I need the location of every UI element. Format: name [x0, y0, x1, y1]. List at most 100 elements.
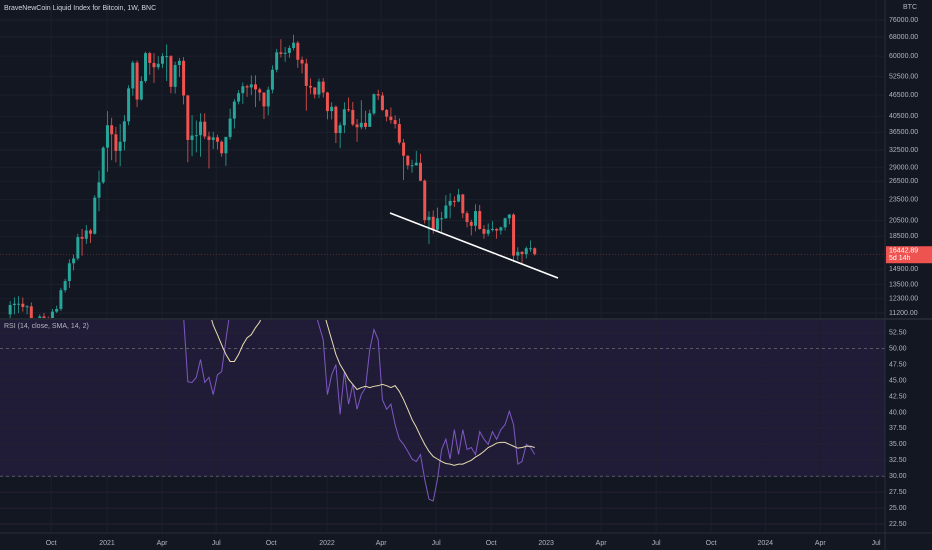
rsi-tick-label: 35.00 — [889, 441, 907, 448]
y-tick-label: 11200.00 — [889, 310, 918, 317]
candle-body — [347, 109, 351, 111]
candle-body — [135, 62, 139, 100]
candle-body — [503, 218, 507, 228]
rsi-tick-label: 37.50 — [889, 425, 907, 432]
y-tick-label: 68000.00 — [889, 34, 918, 41]
candle-body — [279, 52, 283, 54]
candle-body — [393, 120, 397, 125]
candle-body — [42, 316, 46, 318]
candle-body — [127, 88, 131, 122]
rsi-tick-label: 52.50 — [889, 330, 907, 337]
y-tick-label: 40500.00 — [889, 113, 918, 120]
candle-body — [461, 194, 465, 214]
candle-body — [330, 106, 334, 112]
candle-body — [76, 237, 80, 259]
candle-body — [122, 121, 126, 142]
candle-body — [12, 303, 16, 306]
candle-body — [101, 147, 105, 183]
x-tick-label: Oct — [46, 540, 57, 547]
candle-body — [38, 316, 42, 318]
y-tick-label: 13500.00 — [889, 281, 918, 288]
candle-body — [364, 122, 368, 127]
candle-body — [448, 200, 452, 206]
candle-body — [351, 110, 355, 125]
candle-body — [258, 89, 262, 93]
candle-body — [152, 62, 156, 68]
candle-body — [55, 308, 59, 312]
candle-body — [224, 136, 228, 154]
candle-body — [199, 121, 203, 136]
y-tick-label: 32500.00 — [889, 147, 918, 154]
y-tick-label: 46500.00 — [889, 92, 918, 99]
candle-body — [486, 229, 490, 234]
y-tick-label: 12300.00 — [889, 296, 918, 303]
candle-body — [249, 84, 253, 88]
candle-body — [110, 125, 114, 135]
candle-body — [25, 306, 29, 308]
y-tick-label: 23500.00 — [889, 196, 918, 203]
candle-body — [67, 263, 71, 282]
x-tick-label: Oct — [486, 540, 497, 547]
candle-body — [17, 303, 21, 305]
candle-body — [533, 248, 537, 255]
candle-body — [72, 258, 76, 264]
candle-body — [473, 211, 477, 226]
candle-body — [524, 248, 528, 255]
rsi-line — [211, 320, 535, 466]
candle-body — [499, 227, 503, 231]
candle-body — [313, 87, 317, 95]
candle-body — [325, 92, 329, 112]
candle-body — [186, 95, 190, 140]
candle-body — [490, 228, 494, 230]
rsi-band — [0, 320, 885, 477]
x-tick-label: Jul — [652, 540, 661, 547]
candle-body — [237, 93, 241, 102]
x-tick-label: Apr — [157, 540, 169, 547]
candle-body — [232, 101, 236, 119]
candle-body — [211, 137, 215, 140]
candle-body — [173, 65, 177, 87]
candle-body — [29, 306, 33, 318]
candle-body — [215, 137, 219, 142]
candle-body — [410, 165, 414, 167]
candle-body — [495, 228, 499, 231]
candle-body — [296, 42, 300, 60]
rsi-pane — [0, 320, 885, 502]
candle-body — [444, 205, 448, 219]
x-tick-label: 2021 — [99, 540, 115, 547]
candle-body — [160, 56, 164, 64]
candle-body — [156, 63, 160, 68]
rsi-line — [183, 320, 536, 502]
candle-body — [300, 59, 304, 64]
candle-body — [389, 116, 393, 121]
candle-body — [220, 141, 224, 154]
candle-body — [507, 214, 511, 219]
y-tick-label: 60000.00 — [889, 53, 918, 60]
y-tick-label: 20500.00 — [889, 217, 918, 224]
x-tick-label: 2024 — [757, 540, 773, 547]
candle-body — [203, 121, 207, 137]
rsi-tick-label: 25.00 — [889, 505, 907, 512]
candle-body — [105, 125, 109, 148]
candle-body — [287, 47, 291, 53]
candle-body — [304, 63, 308, 86]
candle-body — [84, 230, 88, 239]
x-tick-label: Oct — [706, 540, 717, 547]
candle-body — [241, 86, 245, 94]
chart-title: BraveNewCoin Liquid Index for Bitcoin, 1… — [4, 5, 156, 12]
candle-body — [262, 92, 266, 107]
candle-body — [309, 85, 313, 88]
candle-body — [228, 118, 232, 137]
candle-body — [402, 142, 406, 156]
y-tick-label: 52500.00 — [889, 73, 918, 80]
x-tick-label: Apr — [376, 540, 388, 547]
candle-body — [469, 221, 473, 226]
candle-body — [368, 113, 372, 127]
candle-body — [283, 52, 287, 54]
candle-body — [207, 136, 211, 140]
candle-body — [59, 290, 63, 309]
rsi-tick-label: 47.50 — [889, 361, 907, 368]
candle-body — [385, 110, 389, 117]
currency-label: BTC — [903, 4, 917, 11]
